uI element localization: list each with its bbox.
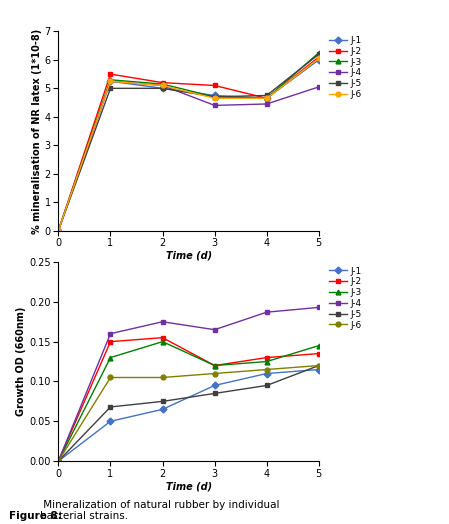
- J-4: [56, 458, 61, 464]
- J-6: [56, 227, 61, 234]
- Line: J-5: J-5: [56, 52, 321, 233]
- J-6: [264, 366, 269, 373]
- J-3: [160, 339, 165, 345]
- J-2: [212, 82, 217, 89]
- J-6: [316, 363, 321, 369]
- J-2: [160, 334, 165, 341]
- J-1: [316, 366, 321, 373]
- J-5: [264, 383, 269, 389]
- J-3: [160, 81, 165, 87]
- J-1: [316, 57, 321, 63]
- J-5: [56, 227, 61, 234]
- J-2: [212, 363, 217, 369]
- Line: J-3: J-3: [56, 50, 321, 233]
- Text: Figure 8:: Figure 8:: [9, 511, 62, 521]
- J-4: [56, 227, 61, 234]
- J-5: [108, 85, 113, 92]
- J-1: [264, 95, 269, 102]
- J-2: [316, 54, 321, 60]
- J-4: [160, 82, 165, 89]
- J-5: [108, 404, 113, 410]
- Line: J-4: J-4: [56, 79, 321, 233]
- J-1: [160, 85, 165, 92]
- J-3: [56, 227, 61, 234]
- J-6: [212, 95, 217, 102]
- J-2: [56, 227, 61, 234]
- Legend: J-1, J-2, J-3, J-4, J-5, J-6: J-1, J-2, J-3, J-4, J-5, J-6: [329, 36, 361, 99]
- J-1: [108, 78, 113, 84]
- J-4: [316, 304, 321, 311]
- Line: J-1: J-1: [56, 58, 321, 233]
- J-5: [264, 92, 269, 99]
- J-6: [160, 374, 165, 380]
- J-5: [160, 85, 165, 92]
- J-1: [212, 383, 217, 389]
- Line: J-5: J-5: [56, 363, 321, 464]
- Y-axis label: % mineralisation of NR latex (1*10-8): % mineralisation of NR latex (1*10-8): [32, 28, 42, 234]
- J-6: [160, 82, 165, 89]
- J-3: [316, 343, 321, 349]
- Line: J-1: J-1: [56, 367, 321, 464]
- J-3: [264, 95, 269, 102]
- X-axis label: Time (d): Time (d): [166, 251, 211, 261]
- J-4: [316, 84, 321, 90]
- J-2: [108, 71, 113, 77]
- Line: J-2: J-2: [56, 335, 321, 464]
- J-2: [160, 80, 165, 86]
- J-3: [212, 363, 217, 369]
- X-axis label: Time (d): Time (d): [166, 482, 211, 492]
- J-6: [316, 56, 321, 62]
- J-1: [160, 406, 165, 412]
- J-1: [264, 370, 269, 377]
- Text: Mineralization of natural rubber by individual
bacterial strains.: Mineralization of natural rubber by indi…: [40, 500, 279, 521]
- J-5: [212, 94, 217, 100]
- Line: J-3: J-3: [56, 339, 321, 464]
- J-5: [56, 458, 61, 464]
- J-4: [264, 101, 269, 107]
- J-6: [108, 78, 113, 84]
- J-2: [56, 458, 61, 464]
- Legend: J-1, J-2, J-3, J-4, J-5, J-6: J-1, J-2, J-3, J-4, J-5, J-6: [329, 267, 361, 330]
- J-3: [212, 94, 217, 100]
- J-6: [212, 370, 217, 377]
- Line: J-6: J-6: [56, 363, 321, 464]
- J-3: [264, 358, 269, 365]
- Line: J-4: J-4: [56, 305, 321, 464]
- J-5: [316, 51, 321, 57]
- J-5: [316, 363, 321, 369]
- J-2: [108, 339, 113, 345]
- J-1: [108, 418, 113, 424]
- J-5: [160, 398, 165, 405]
- Y-axis label: Growth OD (660nm): Growth OD (660nm): [16, 307, 26, 416]
- J-2: [264, 95, 269, 102]
- J-4: [160, 319, 165, 325]
- J-3: [108, 77, 113, 83]
- J-2: [316, 351, 321, 357]
- J-4: [212, 102, 217, 108]
- J-3: [56, 458, 61, 464]
- J-2: [264, 354, 269, 361]
- Line: J-6: J-6: [56, 56, 321, 233]
- J-1: [56, 227, 61, 234]
- J-3: [108, 354, 113, 361]
- J-5: [212, 390, 217, 397]
- Line: J-2: J-2: [56, 54, 321, 233]
- J-4: [212, 326, 217, 333]
- J-6: [264, 95, 269, 102]
- J-6: [108, 374, 113, 380]
- J-1: [212, 92, 217, 99]
- J-1: [56, 458, 61, 464]
- J-4: [108, 78, 113, 84]
- J-6: [56, 458, 61, 464]
- J-4: [108, 331, 113, 337]
- J-3: [316, 50, 321, 56]
- J-4: [264, 309, 269, 315]
